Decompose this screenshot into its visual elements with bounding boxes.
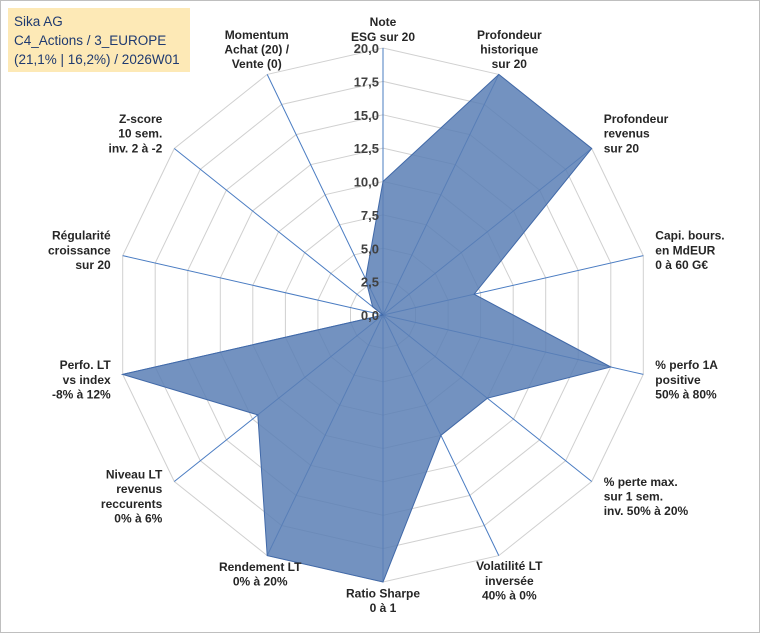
axis-label: Ratio Sharpe [346,586,420,600]
axis-label: Perfo. LT [60,358,112,372]
axis-label: inversée [485,574,534,588]
data-series [120,73,613,583]
axis-label: inv. 2 à -2 [108,141,162,155]
tick-label: 12,5 [354,141,379,156]
portfolio-stats: (21,1% | 16,2%) / 2026W01 [14,52,180,67]
tick-label: 7,5 [361,208,379,223]
axis-label: Profondeur [477,28,542,42]
tick-label: 5,0 [361,241,379,256]
axis-label: Capi. bours. [655,229,724,243]
company-name: Sika AG [14,14,63,29]
axis-label: sur 20 [75,258,111,272]
tick-label: 17,5 [354,74,379,89]
axis-line [266,74,384,316]
axis-label: Vente (0) [232,57,282,71]
axis-label: historique [480,42,538,56]
tick-label: 20,0 [354,41,379,56]
axis-label: revenus [604,127,650,141]
axis-label: 40% à 0% [482,588,537,602]
axis-label: Volatilité LT [476,559,543,573]
tick-labels: 0,0 2,5 5,0 7,5 10,0 12,5 15,0 17,5 20,0 [354,41,379,323]
axis-label-group: Rendement LT0% à 20% [219,560,302,589]
axis-line [122,255,384,316]
portfolio-name: C4_Actions / 3_EUROPE [14,33,167,48]
axis-label: Momentum [225,28,289,42]
axis-label: revenus [116,482,162,496]
axis-label: 0% à 20% [233,575,288,589]
axis-label: 0% à 6% [114,511,162,525]
axis-label: Rendement LT [219,560,302,574]
tick-label: 10,0 [354,175,379,190]
tick-label: 0,0 [361,308,379,323]
axis-label: 50% à 80% [655,387,717,401]
axis-label: 10 sem. [118,127,162,141]
axis-label: croissance [48,243,111,257]
tick-label: 2,5 [361,275,379,290]
axis-label: Régularité [52,229,111,243]
axis-label: vs index [63,373,111,387]
axis-label: % perfo 1A [655,358,718,372]
axis-label: Z-score [119,112,163,126]
axis-label: Niveau LT [106,468,163,482]
axis-label: Note [370,15,397,29]
axis-label: Achat (20) / [224,42,289,56]
axis-label: % perte max. [604,475,678,489]
axis-label: en MdEUR [655,243,715,257]
axis-label: reccurents [101,497,163,511]
axis-label: sur 20 [604,141,640,155]
axis-label: positive [655,373,701,387]
axis-label: ESG sur 20 [351,30,415,44]
axis-label: sur 1 sem. [604,490,663,504]
info-box: Sika AG C4_Actions / 3_EUROPE (21,1% | 1… [8,8,190,72]
axis-label: -8% à 12% [52,387,111,401]
axis-label: sur 20 [492,57,528,71]
series-area [120,73,613,583]
axis-label: inv. 50% à 20% [604,504,689,518]
axis-label: 0 à 1 [370,601,397,615]
axis-label-group: % perte max.sur 1 sem.inv. 50% à 20% [604,475,689,518]
axis-line [173,148,384,316]
axis-label: Profondeur [604,112,669,126]
tick-label: 15,0 [354,108,379,123]
axis-label: 0 à 60 G€ [655,258,708,272]
